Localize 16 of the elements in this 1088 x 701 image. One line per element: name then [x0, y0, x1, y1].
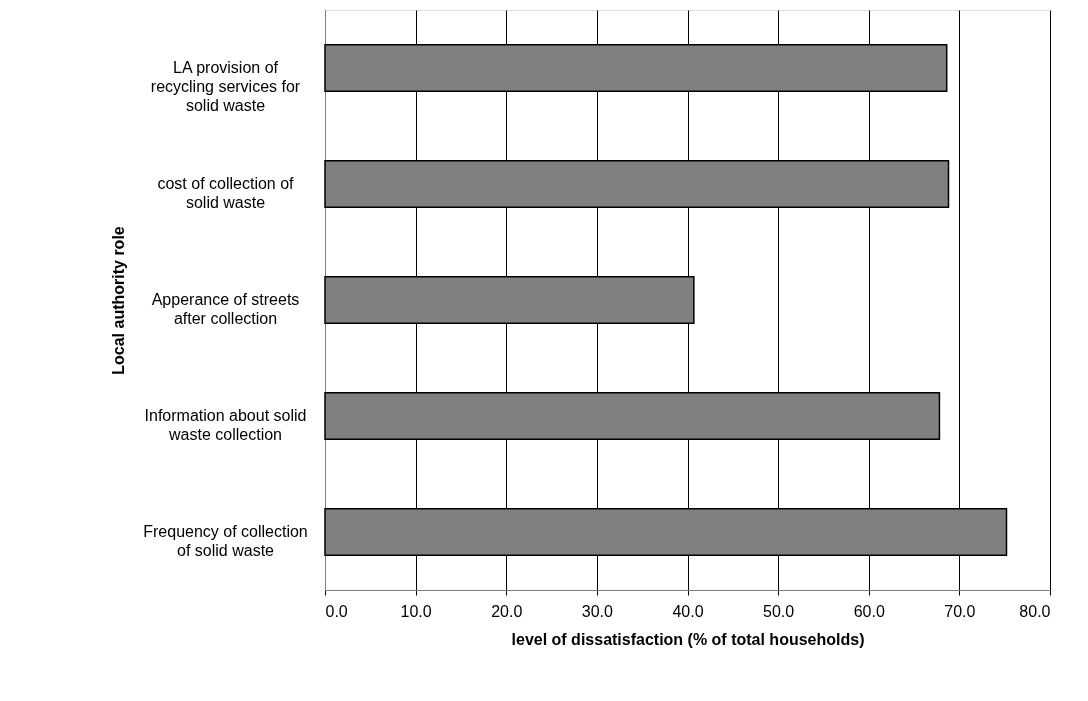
- x-tick-label: 0.0: [325, 602, 348, 620]
- y-tick-label: Frequency of collection of solid waste: [143, 523, 308, 559]
- x-tick-label: 10.0: [400, 602, 432, 620]
- x-tick-label: 40.0: [672, 602, 704, 620]
- x-axis-title: level of dissatisfaction (% of total households): [511, 630, 865, 648]
- y-tick-label: LA provision of recycling services for solid waste: [150, 59, 301, 114]
- x-tick-label: 30.0: [581, 602, 614, 620]
- x-tick-label: 70.0: [944, 602, 976, 620]
- x-tick-label: 20.0: [491, 602, 523, 620]
- y-tick-label: Information about solid waste collection: [144, 407, 307, 443]
- y-axis-title: Local authority role: [110, 226, 128, 375]
- x-tick-label: 50.0: [763, 602, 795, 620]
- x-tick-label: 60.0: [853, 602, 885, 620]
- y-tick-label: Apperance of streets after collection: [151, 291, 300, 327]
- y-tick-label: cost of collection of solid waste: [157, 175, 295, 211]
- x-tick-label: 80.0: [1019, 602, 1051, 620]
